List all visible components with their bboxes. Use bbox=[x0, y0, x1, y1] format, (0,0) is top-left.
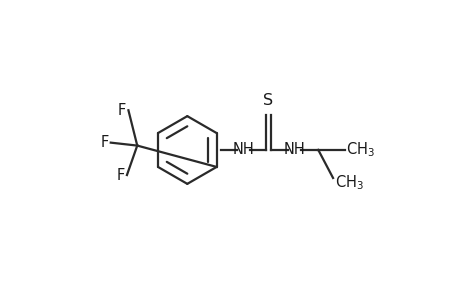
Text: F: F bbox=[116, 167, 124, 182]
Text: NH: NH bbox=[232, 142, 253, 158]
Text: S: S bbox=[263, 93, 273, 108]
Text: F: F bbox=[118, 103, 126, 118]
Text: F: F bbox=[100, 135, 108, 150]
Text: NH: NH bbox=[283, 142, 305, 158]
Text: CH$_3$: CH$_3$ bbox=[346, 141, 375, 159]
Text: CH$_3$: CH$_3$ bbox=[334, 173, 363, 192]
